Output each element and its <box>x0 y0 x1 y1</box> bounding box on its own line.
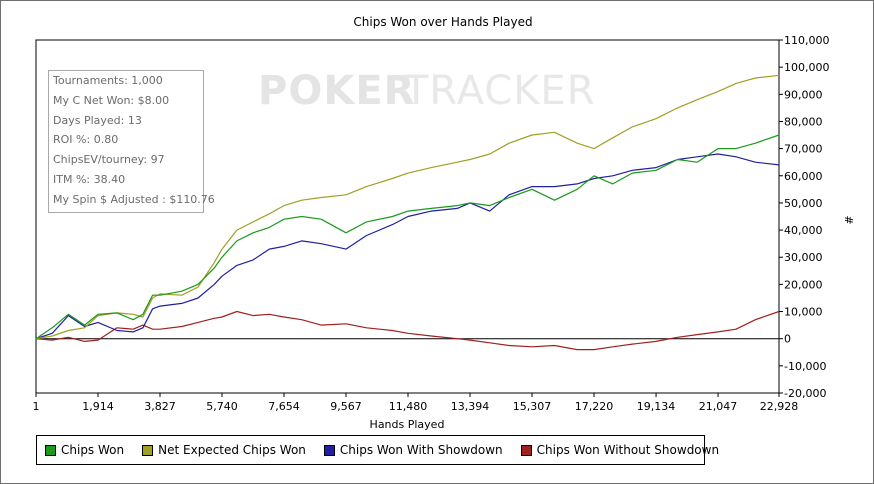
legend-item-net-expected[interactable]: Net Expected Chips Won <box>142 443 306 457</box>
chart-title: Chips Won over Hands Played <box>353 15 532 29</box>
y-tick-label: 40,000 <box>784 224 823 237</box>
y-tick-label: -10,000 <box>784 360 826 373</box>
stat-itm: ITM %: 38.40 <box>53 172 126 186</box>
x-tick-label: 19,134 <box>637 400 676 413</box>
legend-item-chips-won[interactable]: Chips Won <box>45 443 124 457</box>
legend-swatch-without-showdown <box>520 444 532 456</box>
x-tick-label: 15,307 <box>513 400 552 413</box>
y-tick-label: -20,000 <box>784 387 826 400</box>
y-tick-label: 70,000 <box>784 143 823 156</box>
x-tick-label: 7,654 <box>268 400 300 413</box>
x-tick-label: 21,047 <box>699 400 738 413</box>
legend-swatch-net-expected <box>142 444 154 456</box>
stat-roi: ROI %: 0.80 <box>53 133 119 147</box>
legend-label-net-expected: Net Expected Chips Won <box>158 443 306 457</box>
stat-chips-ev: ChipsEV/tourney: 97 <box>53 153 165 167</box>
pokertracker-watermark: POKER TRACKER <box>258 68 596 114</box>
x-tick-label: 5,740 <box>206 400 238 413</box>
legend-item-without-showdown[interactable]: Chips Won Without Showdown <box>520 443 720 457</box>
series-line-net-expected-chips-won <box>35 74 780 340</box>
x-axis-label: Hands Played <box>370 418 445 431</box>
chart-legend: Chips Won Net Expected Chips Won Chips W… <box>36 435 719 465</box>
x-tick-label: 9,567 <box>330 400 362 413</box>
legend-label-with-showdown: Chips Won With Showdown <box>339 443 503 457</box>
stat-spin-adjusted: My Spin $ Adjusted : $110.76 <box>53 192 215 206</box>
y-tick-label: 10,000 <box>784 306 823 319</box>
y-tick-label: 30,000 <box>784 251 823 264</box>
series-line-chips-won <box>35 134 780 340</box>
stat-net-won: My C Net Won: $8.00 <box>53 93 170 107</box>
stat-days-played: Days Played: 13 <box>53 113 142 127</box>
y-tick-label: 0 <box>784 333 791 346</box>
y-axis-label: # <box>842 215 855 224</box>
stats-summary-box: Tournaments: 1,000 My C Net Won: $8.00 D… <box>48 70 215 213</box>
legend-label-chips-won: Chips Won <box>61 443 125 457</box>
x-tick-label: 13,394 <box>451 400 490 413</box>
x-tick-label: 17,220 <box>575 400 614 413</box>
x-tick-label: 22,928 <box>760 400 799 413</box>
y-tick-label: 60,000 <box>784 170 823 183</box>
watermark-poker: POKER <box>258 68 415 114</box>
stat-tournaments: Tournaments: 1,000 <box>53 74 163 87</box>
x-tick-label: 11,480 <box>389 400 428 413</box>
legend-swatch-with-showdown <box>323 444 335 456</box>
plot-area <box>35 39 780 394</box>
watermark-tracker: TRACKER <box>403 68 596 114</box>
legend-label-without-showdown: Chips Won Without Showdown <box>536 443 720 457</box>
x-tick-label: 1,914 <box>82 400 114 413</box>
y-tick-label: 80,000 <box>784 115 823 128</box>
y-tick-label: 90,000 <box>784 88 823 101</box>
x-tick-label: 1 <box>33 400 40 413</box>
legend-item-with-showdown[interactable]: Chips Won With Showdown <box>323 443 503 457</box>
y-tick-label: 20,000 <box>784 278 823 291</box>
series-line-chips-won-with-showdown <box>35 153 780 340</box>
y-tick-label: 100,000 <box>784 61 830 74</box>
y-tick-label: 110,000 <box>784 34 830 47</box>
y-tick-label: 50,000 <box>784 197 823 210</box>
series-line-chips-won-without-showdown <box>35 310 780 351</box>
x-tick-label: 3,827 <box>144 400 176 413</box>
legend-swatch-chips-won <box>45 444 56 456</box>
